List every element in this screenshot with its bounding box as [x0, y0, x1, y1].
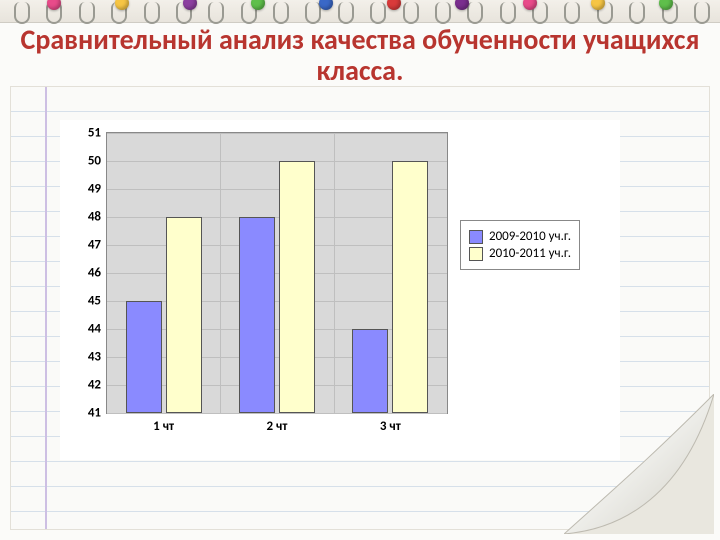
chart-y-tick-label: 50 — [88, 154, 101, 169]
chart-y-tick-label: 43 — [88, 350, 101, 365]
binding-bead — [319, 0, 333, 10]
legend-item: 2010-2011 уч.г. — [469, 246, 571, 261]
binding-ring — [144, 2, 160, 24]
binding-ring — [370, 2, 386, 24]
legend-swatch — [469, 247, 483, 261]
chart-gridline — [107, 413, 447, 414]
chart-plot-area: 41424344454647484950511 чт2 чт3 чт — [106, 132, 448, 414]
chart-y-tick-label: 45 — [88, 294, 101, 309]
chart-bar — [166, 217, 202, 413]
chart-gridline — [107, 133, 447, 134]
binding-bead — [251, 0, 265, 10]
chart-vline — [220, 133, 221, 413]
chart-y-tick-label: 49 — [88, 182, 101, 197]
chart-bar — [239, 217, 275, 413]
binding-ring — [338, 2, 354, 24]
chart-vline — [334, 133, 335, 413]
chart-y-tick-label: 42 — [88, 378, 101, 393]
chart-x-tick-label: 3 чт — [380, 419, 401, 434]
legend-swatch — [469, 230, 483, 244]
chart-y-tick-label: 47 — [88, 238, 101, 253]
legend-label: 2010-2011 уч.г. — [489, 246, 571, 261]
binding-ring — [79, 2, 95, 24]
chart-x-tick-label: 1 чт — [153, 419, 174, 434]
chart-y-tick-label: 44 — [88, 322, 101, 337]
binding-ring — [208, 2, 224, 24]
chart-container: 41424344454647484950511 чт2 чт3 чт 2009-… — [60, 120, 620, 460]
chart-y-tick-label: 41 — [88, 406, 101, 421]
chart-y-tick-label: 51 — [88, 126, 101, 141]
chart-y-tick-label: 46 — [88, 266, 101, 281]
chart-legend: 2009-2010 уч.г. 2010-2011 уч.г. — [460, 220, 580, 270]
chart-y-tick-label: 48 — [88, 210, 101, 225]
chart-bar — [126, 301, 162, 413]
binding-ring — [694, 2, 710, 24]
binding-bead — [183, 0, 197, 10]
binding-ring — [403, 2, 419, 24]
binding-ring — [273, 2, 289, 24]
chart-bar — [392, 161, 428, 413]
spiral-binding — [0, 0, 720, 23]
chart-bar — [279, 161, 315, 413]
binding-ring — [435, 2, 451, 24]
slide-page: Сравнительный анализ качества обученност… — [0, 0, 720, 540]
page-title: Сравнительный анализ качества обученност… — [0, 24, 720, 87]
binding-bead — [387, 0, 401, 10]
legend-label: 2009-2010 уч.г. — [489, 229, 571, 244]
chart-bar — [352, 329, 388, 413]
binding-ring — [564, 2, 580, 24]
chart-x-tick-label: 2 чт — [267, 419, 288, 434]
binding-ring — [629, 2, 645, 24]
binding-ring — [500, 2, 516, 24]
legend-item: 2009-2010 уч.г. — [469, 229, 571, 244]
binding-ring — [467, 2, 483, 24]
binding-ring — [14, 2, 30, 24]
